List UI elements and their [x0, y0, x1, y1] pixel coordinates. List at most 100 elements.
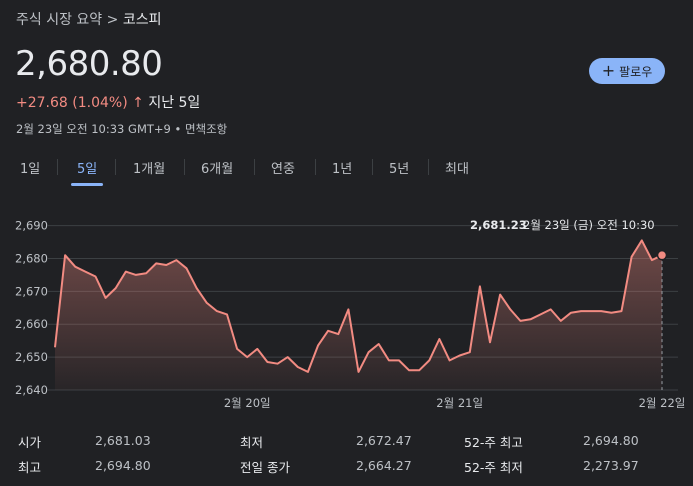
data-point	[338, 334, 339, 335]
data-point	[358, 371, 359, 372]
data-point	[166, 265, 167, 266]
data-point	[449, 360, 450, 361]
data-point	[398, 360, 399, 361]
stat-prev-close-value: 2,664.27	[356, 458, 412, 473]
data-point	[65, 255, 66, 256]
follow-button[interactable]: + 팔로우	[589, 58, 665, 84]
data-point	[226, 314, 227, 315]
data-point	[146, 273, 147, 274]
tab-divider	[315, 159, 316, 175]
data-point	[510, 309, 511, 310]
change-amount: +27.68 (1.04%)	[16, 95, 128, 111]
tab-1y[interactable]: 1년	[332, 162, 353, 177]
data-point	[611, 312, 612, 313]
data-point	[479, 286, 480, 287]
y-tick-label: 2,680	[15, 251, 48, 265]
data-point	[581, 311, 582, 312]
hover-marker	[656, 249, 668, 261]
breadcrumb: 주식 시장 요약 > 코스피	[16, 9, 161, 29]
breadcrumb-market-summary-link[interactable]: 주식 시장 요약 >	[16, 12, 119, 28]
stat-open-label: 시가	[18, 435, 42, 450]
arrow-up-icon: ↑	[132, 95, 144, 111]
data-point	[348, 309, 349, 310]
data-point	[520, 320, 521, 321]
data-point	[85, 271, 86, 272]
y-tick-label: 2,690	[15, 219, 48, 233]
data-point	[378, 343, 379, 344]
data-point	[186, 268, 187, 269]
tab-divider	[57, 159, 58, 175]
data-point	[115, 288, 116, 289]
data-point	[490, 342, 491, 343]
y-tick-label: 2,660	[15, 317, 48, 331]
stat-high-label: 최고	[18, 460, 42, 475]
data-point	[651, 260, 652, 261]
current-price: 2,680.80	[15, 44, 163, 84]
data-point	[591, 311, 592, 312]
data-point	[247, 357, 248, 358]
data-point	[257, 348, 258, 349]
data-point	[631, 256, 632, 257]
stat-52w-high-label: 52-주 최고	[464, 435, 523, 450]
data-point	[318, 345, 319, 346]
data-point	[277, 363, 278, 364]
data-point	[409, 370, 410, 371]
data-point	[105, 297, 106, 298]
y-tick-label: 2,650	[15, 350, 48, 364]
tab-ytd[interactable]: 연중	[271, 162, 295, 177]
data-point	[530, 319, 531, 320]
y-tick-label: 2,670	[15, 284, 48, 298]
data-point	[176, 260, 177, 261]
timestamp-disclaimer: 2월 23일 오전 10:33 GMT+9 • 면책조항	[16, 122, 228, 136]
tab-1d[interactable]: 1일	[20, 162, 41, 177]
data-point	[156, 263, 157, 264]
tab-divider	[115, 159, 116, 175]
data-point	[196, 288, 197, 289]
data-point	[388, 360, 389, 361]
data-point	[125, 271, 126, 272]
data-point	[75, 266, 76, 267]
data-point	[560, 320, 561, 321]
tab-6m[interactable]: 6개월	[201, 162, 234, 177]
data-point	[419, 370, 420, 371]
stat-high-value: 2,694.80	[95, 458, 151, 473]
tooltip-value: 2,681.23	[470, 218, 527, 232]
stat-low-value: 2,672.47	[356, 433, 412, 448]
follow-label: 팔로우	[619, 64, 653, 79]
data-point	[429, 360, 430, 361]
x-tick-label: 2월 20일	[224, 396, 271, 410]
price-change: +27.68 (1.04%) ↑ 지난 5일	[16, 92, 200, 112]
data-point	[570, 312, 571, 313]
data-point	[550, 309, 551, 310]
data-point	[621, 311, 622, 312]
stat-52w-high-value: 2,694.80	[583, 433, 639, 448]
tab-1m[interactable]: 1개월	[133, 162, 166, 177]
data-point	[641, 240, 642, 241]
data-point	[297, 366, 298, 367]
data-point	[237, 348, 238, 349]
tab-divider	[428, 159, 429, 175]
stat-prev-close-label: 전일 종가	[240, 460, 290, 475]
x-tick-label: 2월 22일	[639, 396, 686, 410]
data-point	[216, 311, 217, 312]
data-point	[206, 302, 207, 303]
breadcrumb-current: 코스피	[122, 12, 162, 28]
data-point	[55, 347, 56, 348]
price-chart[interactable]: 2,690 2,680 2,670 2,660 2,650 2,640 2월 20일 2월 2…	[0, 195, 693, 420]
tab-5y[interactable]: 5년	[389, 162, 410, 177]
data-point	[287, 357, 288, 358]
data-point	[459, 355, 460, 356]
tab-5d[interactable]: 5일	[70, 155, 104, 186]
series-area	[55, 240, 662, 390]
plus-icon: +	[601, 61, 616, 80]
data-point	[307, 371, 308, 372]
stat-open-value: 2,681.03	[95, 433, 151, 448]
y-tick-label: 2,640	[15, 383, 48, 397]
tab-divider	[372, 159, 373, 175]
data-point	[328, 330, 329, 331]
data-point	[540, 314, 541, 315]
change-period: 지난 5일	[148, 95, 201, 111]
series-line	[54, 239, 663, 373]
time-range-tabs: 1일 5일 1개월 6개월 연중 1년 5년 최대	[0, 155, 693, 186]
tab-max[interactable]: 최대	[445, 162, 469, 177]
